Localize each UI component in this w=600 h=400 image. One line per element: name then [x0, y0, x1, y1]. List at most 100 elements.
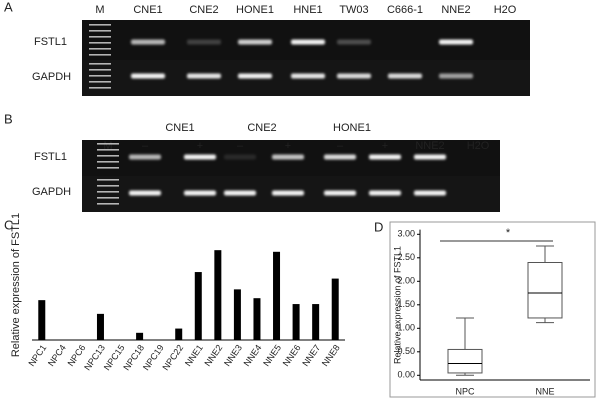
- gel-band: [129, 154, 161, 160]
- gel-band: [439, 39, 473, 45]
- x-tick-label: NNE2: [202, 343, 224, 368]
- gel-band: [414, 154, 446, 160]
- lane-label: H2O: [494, 4, 517, 16]
- axis-title: Relative expression of FSTL1: [392, 246, 402, 364]
- x-tick-label: NNE4: [242, 343, 264, 368]
- x-tick-label: NNE3: [222, 343, 244, 368]
- lane-label: HNE1: [293, 4, 322, 16]
- row-label: FSTL1: [34, 151, 67, 163]
- bar: [253, 298, 261, 340]
- gel-band: [131, 39, 165, 45]
- group-label: HONE1: [333, 122, 371, 134]
- gel-band: [187, 73, 221, 79]
- gel-band: [414, 190, 446, 196]
- axis-title: Relative expression of FSTL1: [10, 213, 22, 357]
- ladder-band: [97, 155, 119, 157]
- bar: [136, 332, 144, 340]
- bar: [233, 289, 241, 340]
- ladder-band: [89, 81, 111, 83]
- bar: [96, 313, 104, 340]
- ladder-band: [89, 54, 111, 56]
- ladder-band: [89, 48, 111, 50]
- lane-label: NNE2: [441, 4, 470, 16]
- bar: [292, 304, 300, 340]
- gel-band: [224, 190, 256, 196]
- lane-label: +: [382, 140, 388, 152]
- x-tick-label: NPC: [455, 386, 475, 396]
- lane-label: NNE2: [415, 140, 444, 152]
- row-label: FSTL1: [34, 36, 67, 48]
- bar: [312, 304, 320, 340]
- ladder-band: [97, 203, 119, 205]
- panel-label: B: [4, 111, 13, 126]
- gel-band: [184, 190, 216, 196]
- lane-label: CNE2: [189, 4, 218, 16]
- y-tick-label: 2.00: [397, 276, 415, 286]
- lane-label: TW03: [339, 4, 368, 16]
- x-tick-label: NNE6: [281, 343, 303, 368]
- y-tick-label: 2.50: [397, 252, 415, 262]
- lane-label: M: [103, 140, 112, 152]
- x-tick-label: NNE5: [261, 343, 283, 368]
- ladder-band: [97, 185, 119, 187]
- annotation: *: [506, 227, 511, 239]
- ladder-band: [97, 161, 119, 163]
- ladder-band: [97, 167, 119, 169]
- gel-band: [184, 154, 216, 160]
- panel-label: D: [374, 219, 383, 234]
- lane-label: M: [95, 4, 104, 16]
- x-tick-label: NNE7: [300, 343, 322, 368]
- ladder-band: [97, 191, 119, 193]
- lane-label: –: [237, 140, 244, 152]
- x-tick-label: NNE1: [183, 343, 205, 368]
- lane-label: HONE1: [236, 4, 274, 16]
- ladder-band: [89, 69, 111, 71]
- bar: [194, 272, 202, 340]
- x-tick-label: NNE8: [320, 343, 342, 368]
- lane-label: C666-1: [387, 4, 423, 16]
- bar: [214, 250, 222, 340]
- gel-band: [238, 73, 272, 79]
- bar: [175, 328, 183, 340]
- bar: [273, 251, 281, 340]
- row-label: GAPDH: [32, 71, 71, 83]
- gel-band: [187, 39, 221, 45]
- ladder-band: [89, 36, 111, 38]
- bar: [331, 278, 339, 340]
- x-tick-label: NPC1: [26, 343, 48, 368]
- y-tick-label: 0.00: [397, 370, 415, 380]
- x-tick-label: NPC4: [46, 343, 68, 368]
- gel-band: [324, 190, 356, 196]
- lane-label: –: [142, 140, 149, 152]
- y-tick-label: 3.00: [397, 229, 415, 239]
- gel-band: [369, 154, 401, 160]
- ladder-band: [89, 42, 111, 44]
- lane-label: CNE1: [133, 4, 162, 16]
- ladder-band: [97, 197, 119, 199]
- gel-band: [388, 73, 422, 79]
- gel-band: [291, 73, 325, 79]
- gel-band: [224, 154, 256, 160]
- panel-frame: [389, 221, 596, 398]
- lane-label: +: [285, 140, 291, 152]
- panel-label: A: [4, 0, 13, 14]
- ladder-band: [89, 24, 111, 26]
- ladder-band: [89, 75, 111, 77]
- y-tick-label: 1.50: [397, 299, 415, 309]
- gel-band: [337, 73, 371, 79]
- bar: [38, 300, 46, 340]
- gel-band: [272, 154, 304, 160]
- gel-band: [324, 154, 356, 160]
- panel-label: C: [4, 217, 13, 232]
- gel-band: [129, 190, 161, 196]
- ladder-band: [97, 179, 119, 181]
- gel-band: [369, 190, 401, 196]
- x-tick-label: NPC22: [160, 343, 185, 373]
- group-label: CNE1: [165, 122, 194, 134]
- gel-band: [439, 73, 473, 79]
- gel-band: [131, 73, 165, 79]
- ladder-band: [89, 30, 111, 32]
- gel-band: [291, 39, 325, 45]
- gel-band: [272, 190, 304, 196]
